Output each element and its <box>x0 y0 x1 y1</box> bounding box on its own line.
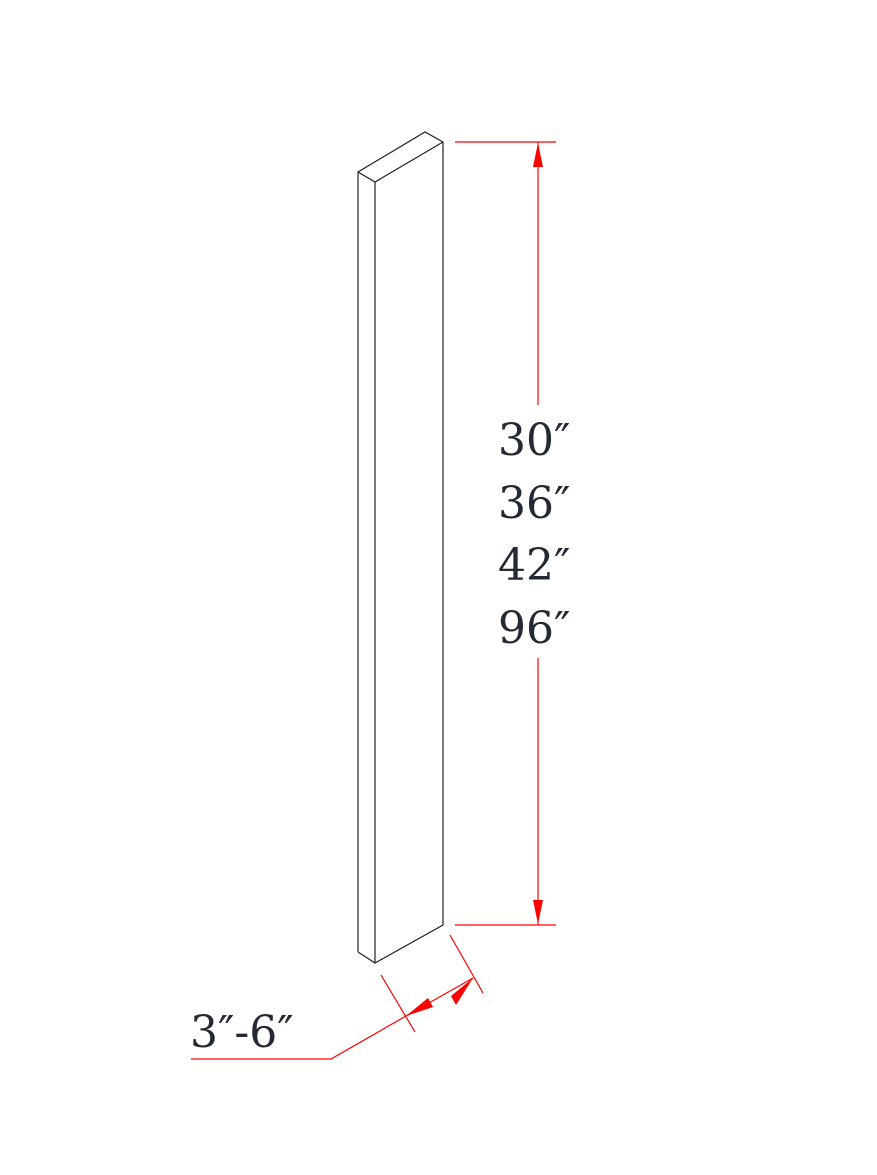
filler-panel-outline <box>357 131 444 964</box>
arrow-right-icon <box>451 978 473 1005</box>
height-label: 36″ <box>498 478 570 529</box>
height-label: 30″ <box>498 415 570 466</box>
height-label: 42″ <box>498 540 570 591</box>
height-labels: 30″ 36″ 42″ 96″ <box>498 415 570 654</box>
width-label: 3″-6″ <box>190 1007 294 1058</box>
width-dimension <box>191 934 484 1060</box>
height-label: 96″ <box>498 603 570 654</box>
height-dimension <box>455 141 556 926</box>
arrow-up-icon <box>533 143 543 167</box>
arrow-left-icon <box>406 998 433 1016</box>
arrow-down-icon <box>533 900 543 924</box>
